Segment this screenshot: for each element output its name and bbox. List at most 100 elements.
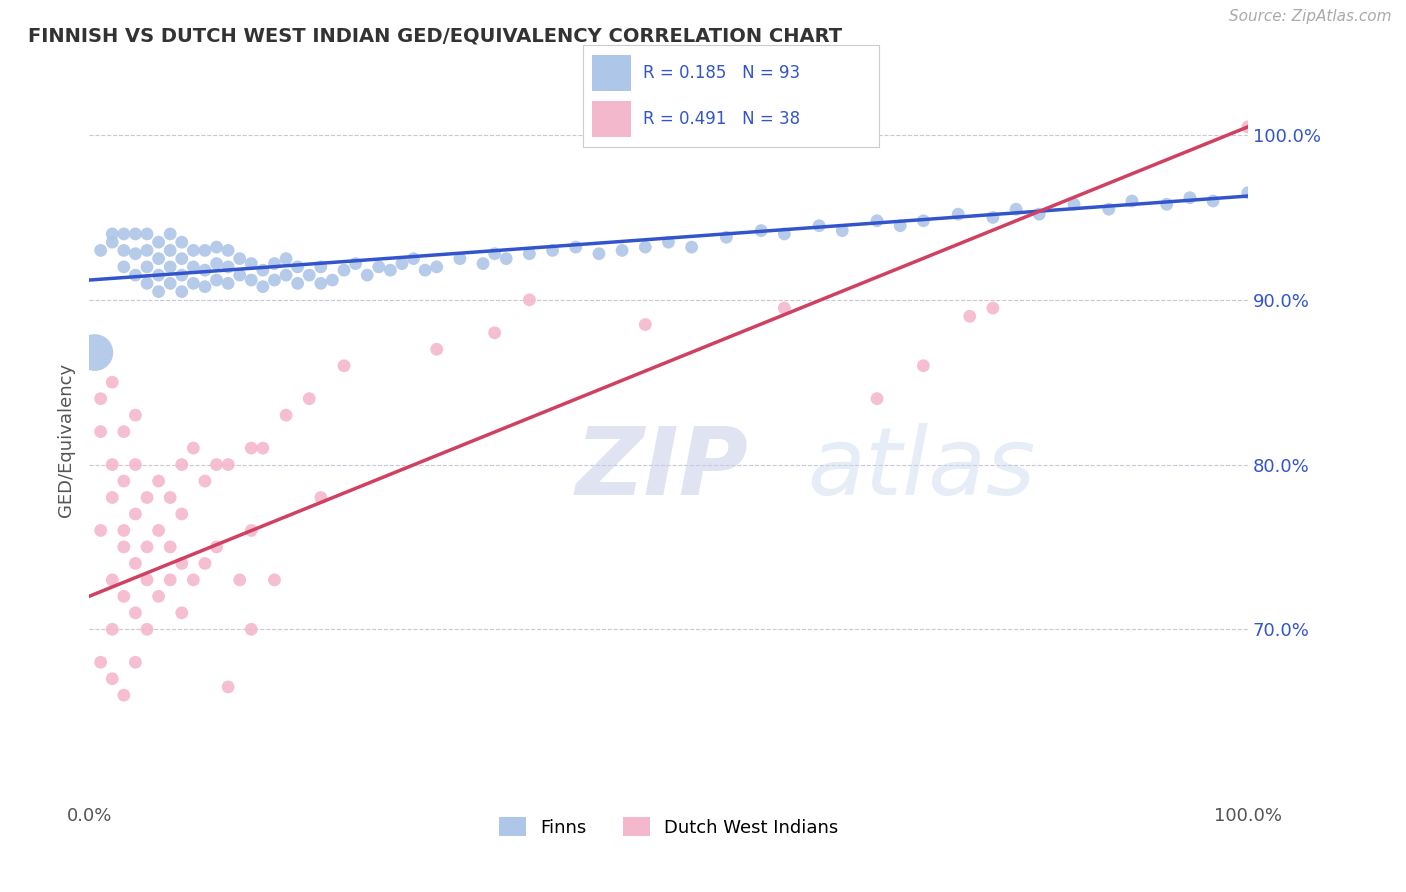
Point — [124, 227, 146, 241]
Point — [159, 260, 181, 274]
Point — [217, 244, 239, 258]
Point — [449, 252, 471, 266]
Point — [159, 540, 181, 554]
Point — [183, 573, 205, 587]
Point — [240, 622, 263, 636]
Point — [519, 246, 541, 260]
Point — [124, 606, 146, 620]
Point — [240, 273, 263, 287]
Point — [136, 622, 159, 636]
Point — [981, 211, 1004, 225]
Point — [380, 263, 402, 277]
Point — [170, 268, 193, 282]
Bar — [592, 101, 631, 137]
Point — [101, 375, 124, 389]
Point — [101, 458, 124, 472]
Point — [240, 524, 263, 538]
Point — [495, 252, 517, 266]
Point — [484, 326, 506, 340]
Point — [564, 240, 586, 254]
Point — [716, 230, 738, 244]
Point — [205, 257, 228, 271]
Point — [124, 268, 146, 282]
Point — [472, 257, 495, 271]
Point — [426, 260, 449, 274]
Point — [112, 474, 135, 488]
Point — [252, 441, 274, 455]
Point — [112, 688, 135, 702]
Point — [170, 606, 193, 620]
Point — [170, 235, 193, 249]
Point — [148, 590, 170, 604]
Point — [183, 441, 205, 455]
Text: ZIP: ZIP — [575, 423, 748, 515]
Point — [112, 540, 135, 554]
Point — [194, 474, 217, 488]
Point — [773, 227, 796, 241]
Point — [159, 244, 181, 258]
Point — [205, 273, 228, 287]
Point — [148, 235, 170, 249]
Point — [194, 263, 217, 277]
Point — [367, 260, 389, 274]
Point — [413, 263, 436, 277]
Point — [205, 540, 228, 554]
Point — [287, 277, 309, 291]
Point — [136, 260, 159, 274]
Point — [274, 268, 297, 282]
Point — [112, 260, 135, 274]
Point — [240, 441, 263, 455]
Point — [101, 672, 124, 686]
Point — [1178, 191, 1201, 205]
Text: R = 0.185   N = 93: R = 0.185 N = 93 — [643, 64, 800, 82]
Point — [124, 507, 146, 521]
Point — [112, 425, 135, 439]
Point — [205, 458, 228, 472]
Point — [889, 219, 911, 233]
Point — [333, 263, 356, 277]
Point — [90, 244, 112, 258]
Point — [217, 680, 239, 694]
Point — [159, 277, 181, 291]
Point — [588, 246, 610, 260]
Point — [912, 213, 935, 227]
Point — [112, 227, 135, 241]
Point — [217, 260, 239, 274]
Point — [1156, 197, 1178, 211]
Point — [309, 277, 332, 291]
Text: atlas: atlas — [807, 424, 1036, 515]
Point — [148, 474, 170, 488]
Point — [333, 359, 356, 373]
Point — [959, 310, 981, 324]
Point — [124, 655, 146, 669]
Point — [217, 277, 239, 291]
Point — [183, 244, 205, 258]
Point — [217, 458, 239, 472]
Point — [194, 244, 217, 258]
Y-axis label: GED/Equivalency: GED/Equivalency — [58, 363, 75, 517]
Point — [263, 273, 285, 287]
Point — [681, 240, 703, 254]
Point — [90, 524, 112, 538]
Point — [866, 213, 889, 227]
Point — [484, 246, 506, 260]
Point — [228, 573, 250, 587]
Point — [981, 301, 1004, 315]
Point — [657, 235, 679, 249]
Point — [866, 392, 889, 406]
Point — [159, 491, 181, 505]
Point — [136, 227, 159, 241]
Point — [240, 257, 263, 271]
Point — [356, 268, 378, 282]
Point — [183, 277, 205, 291]
Point — [124, 408, 146, 422]
Point — [101, 491, 124, 505]
Point — [112, 244, 135, 258]
Point — [263, 257, 285, 271]
Point — [101, 573, 124, 587]
Point — [634, 240, 657, 254]
Point — [298, 268, 321, 282]
Point — [541, 244, 564, 258]
Point — [1121, 194, 1143, 208]
Point — [101, 227, 124, 241]
